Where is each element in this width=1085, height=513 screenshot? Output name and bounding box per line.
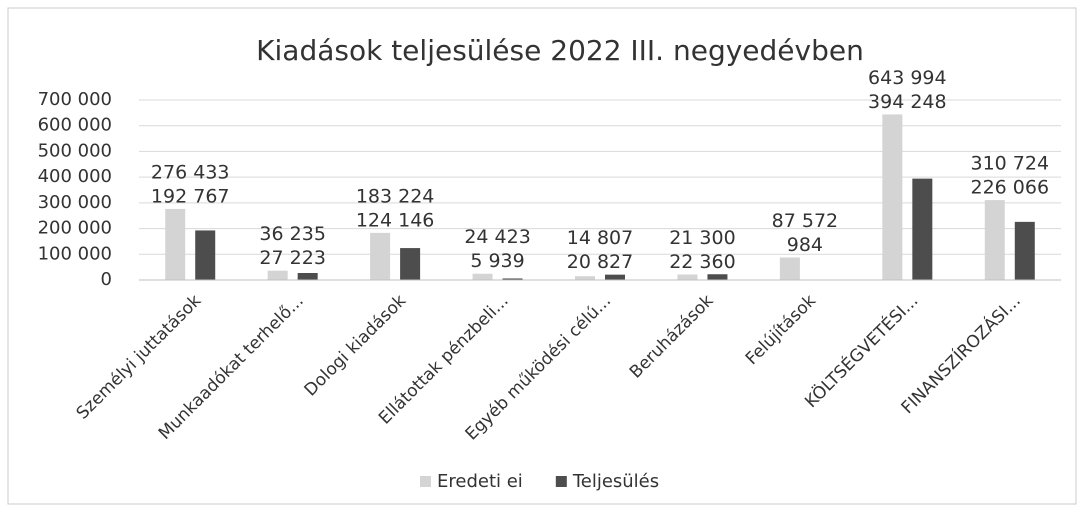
bar xyxy=(267,270,288,280)
bar xyxy=(195,230,216,280)
data-label: 984 xyxy=(787,234,823,256)
chart-title: Kiadások teljesülése 2022 III. negyedévb… xyxy=(256,34,864,67)
data-label: 87 572 xyxy=(772,210,838,232)
bar xyxy=(779,257,800,280)
data-label: 192 767 xyxy=(151,185,230,207)
data-label: 24 423 xyxy=(464,226,530,248)
data-label: 5 939 xyxy=(470,250,524,272)
data-label: 21 300 xyxy=(669,227,735,249)
y-tick-label: 300 000 xyxy=(38,192,112,213)
bar xyxy=(677,274,698,280)
data-label: 27 223 xyxy=(259,247,325,269)
bar xyxy=(297,272,318,280)
bar xyxy=(1014,221,1035,280)
bar xyxy=(575,276,595,280)
data-label: 36 235 xyxy=(259,223,325,245)
bar xyxy=(370,232,391,280)
data-label: 394 248 xyxy=(868,91,947,113)
data-label: 20 827 xyxy=(567,251,633,273)
data-label: 226 066 xyxy=(970,177,1049,199)
legend-swatch xyxy=(555,476,567,487)
y-tick-label: 400 000 xyxy=(38,166,112,187)
bar xyxy=(882,114,903,280)
bar xyxy=(472,273,493,280)
legend-label: Teljesülés xyxy=(572,471,659,492)
bar xyxy=(707,274,728,280)
legend-swatch xyxy=(420,476,431,487)
bar xyxy=(165,208,186,280)
data-label: 183 224 xyxy=(356,185,435,207)
bar xyxy=(502,278,523,280)
y-tick-label: 600 000 xyxy=(38,115,112,136)
legend-label: Eredeti ei xyxy=(437,471,523,492)
data-label: 643 994 xyxy=(868,67,947,89)
data-label: 124 146 xyxy=(356,209,435,231)
y-tick-label: 200 000 xyxy=(38,218,112,239)
data-label: 310 724 xyxy=(970,153,1049,175)
bar xyxy=(912,178,933,280)
data-label: 14 807 xyxy=(567,227,633,249)
bar xyxy=(605,274,625,280)
y-tick-label: 0 xyxy=(101,269,112,290)
y-tick-label: 100 000 xyxy=(38,243,112,264)
data-label: 22 360 xyxy=(669,251,735,273)
y-tick-label: 500 000 xyxy=(38,140,112,161)
bar xyxy=(984,200,1005,280)
y-tick-label: 700 000 xyxy=(38,89,112,110)
data-label: 276 433 xyxy=(151,161,230,183)
bar xyxy=(400,248,421,280)
